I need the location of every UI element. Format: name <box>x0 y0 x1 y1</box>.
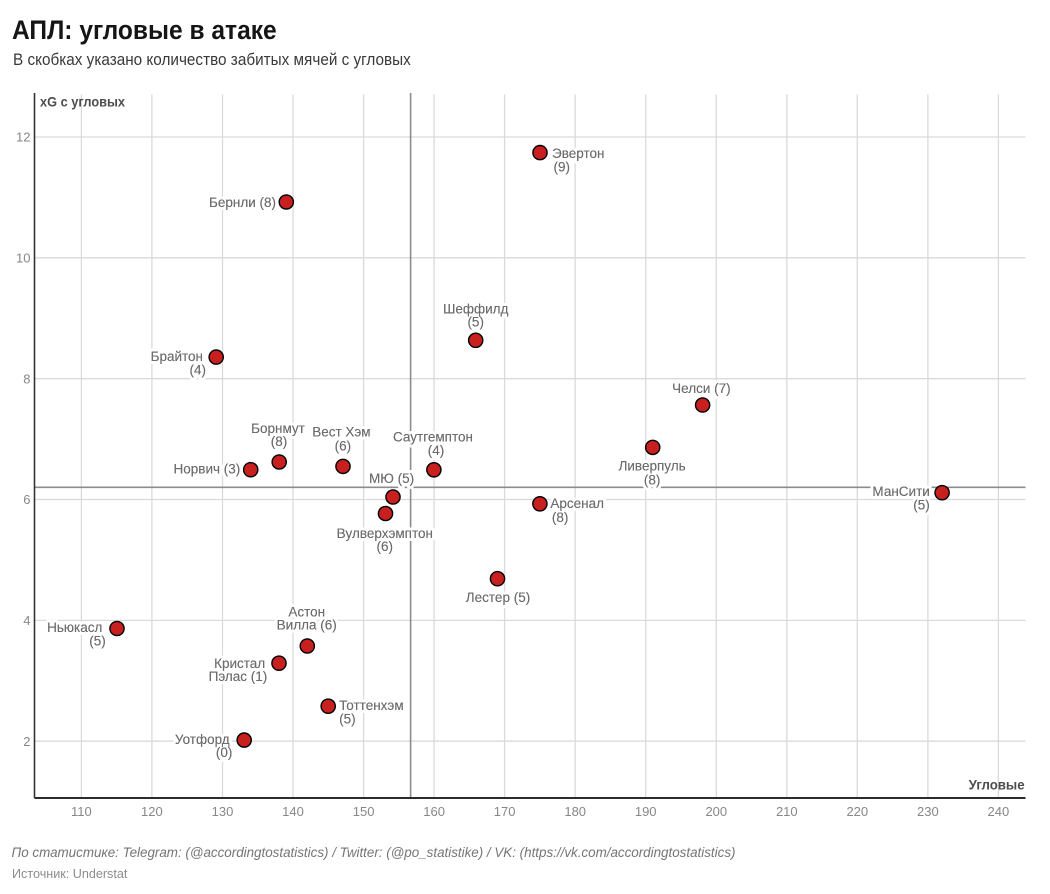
svg-text:Тоттенхэм: Тоттенхэм <box>339 698 404 713</box>
svg-text:Ньюкасл: Ньюкасл <box>47 620 102 635</box>
svg-text:180: 180 <box>564 804 586 819</box>
svg-text:Челси (7): Челси (7) <box>672 381 730 396</box>
svg-text:Брайтон: Брайтон <box>151 349 203 364</box>
svg-text:Астон: Астон <box>288 605 325 620</box>
svg-text:6: 6 <box>23 492 30 507</box>
svg-text:Лестер (5): Лестер (5) <box>466 590 530 605</box>
svg-text:(8): (8) <box>552 510 569 525</box>
svg-text:220: 220 <box>846 804 868 819</box>
svg-text:xG с угловых: xG с угловых <box>40 95 125 110</box>
svg-text:160: 160 <box>423 804 445 819</box>
svg-text:Шеффилд: Шеффилд <box>443 301 509 316</box>
svg-text:130: 130 <box>212 804 234 819</box>
svg-text:(5): (5) <box>913 498 930 513</box>
svg-text:(4): (4) <box>190 362 207 377</box>
svg-text:(4): (4) <box>190 362 207 377</box>
svg-text:(5): (5) <box>89 633 106 648</box>
svg-text:140: 140 <box>282 804 304 819</box>
svg-text:Вилла (6): Вилла (6) <box>277 618 337 633</box>
svg-text:Саутгемптон: Саутгемптон <box>393 430 473 445</box>
svg-text:120: 120 <box>141 804 163 819</box>
svg-text:(5): (5) <box>89 633 106 648</box>
svg-text:(4): (4) <box>428 443 445 458</box>
svg-text:Вест Хэм: Вест Хэм <box>312 424 370 439</box>
svg-text:Саутгемптон: Саутгемптон <box>393 430 473 445</box>
svg-text:Уотфорд: Уотфорд <box>175 732 230 747</box>
svg-text:МЮ (5): МЮ (5) <box>369 471 414 486</box>
svg-text:(8): (8) <box>644 472 661 487</box>
svg-text:Эвертон: Эвертон <box>552 146 604 161</box>
svg-text:(5): (5) <box>339 711 356 726</box>
svg-text:Бернли (8): Бернли (8) <box>209 195 276 210</box>
svg-text:Кристал: Кристал <box>214 656 265 671</box>
svg-text:200: 200 <box>705 804 727 819</box>
svg-text:Астон: Астон <box>288 605 325 620</box>
svg-text:(8): (8) <box>271 434 288 449</box>
svg-text:Борнмут: Борнмут <box>251 421 305 436</box>
svg-text:8: 8 <box>23 371 30 386</box>
svg-text:4: 4 <box>23 613 30 628</box>
svg-text:190: 190 <box>635 804 657 819</box>
svg-text:Челси (7): Челси (7) <box>672 381 730 396</box>
svg-text:(5): (5) <box>339 711 356 726</box>
svg-text:(6): (6) <box>335 438 352 453</box>
svg-text:Вест Хэм: Вест Хэм <box>312 424 370 439</box>
svg-text:(4): (4) <box>428 443 445 458</box>
svg-text:Норвич (3): Норвич (3) <box>174 462 241 477</box>
svg-text:240: 240 <box>988 804 1010 819</box>
svg-text:(0): (0) <box>216 745 233 760</box>
svg-text:(9): (9) <box>554 160 571 175</box>
svg-text:10: 10 <box>16 250 30 265</box>
svg-text:Арсенал: Арсенал <box>550 496 604 511</box>
svg-text:(8): (8) <box>552 510 569 525</box>
svg-text:(6): (6) <box>335 438 352 453</box>
svg-text:Вулверхэмптон: Вулверхэмптон <box>337 526 433 541</box>
svg-text:МЮ (5): МЮ (5) <box>369 471 414 486</box>
svg-text:110: 110 <box>71 804 92 819</box>
svg-text:150: 150 <box>353 804 375 819</box>
svg-text:Уотфорд: Уотфорд <box>175 732 230 747</box>
svg-text:(6): (6) <box>377 539 394 554</box>
svg-text:Эвертон: Эвертон <box>552 146 604 161</box>
svg-text:2: 2 <box>23 734 30 749</box>
svg-text:Угловые: Угловые <box>969 778 1025 793</box>
svg-text:(5): (5) <box>467 314 484 329</box>
svg-text:(8): (8) <box>644 472 661 487</box>
svg-text:Вулверхэмптон: Вулверхэмптон <box>337 526 433 541</box>
svg-text:Кристал: Кристал <box>214 656 265 671</box>
svg-text:Бернли (8): Бернли (8) <box>209 195 276 210</box>
svg-text:Арсенал: Арсенал <box>550 496 604 511</box>
svg-text:Лестер (5): Лестер (5) <box>466 590 530 605</box>
svg-text:Шеффилд: Шеффилд <box>443 301 509 316</box>
svg-text:(5): (5) <box>913 498 930 513</box>
svg-text:Ньюкасл: Ньюкасл <box>47 620 102 635</box>
svg-text:Брайтон: Брайтон <box>151 349 203 364</box>
svg-text:Вилла (6): Вилла (6) <box>277 618 337 633</box>
svg-text:Пэлас (1): Пэлас (1) <box>209 669 268 684</box>
svg-text:210: 210 <box>776 804 798 819</box>
svg-text:МанСити: МанСити <box>872 484 929 499</box>
svg-text:230: 230 <box>917 804 939 819</box>
svg-text:Пэлас (1): Пэлас (1) <box>209 669 268 684</box>
svg-text:(6): (6) <box>377 539 394 554</box>
svg-text:(8): (8) <box>271 434 288 449</box>
svg-text:Норвич (3): Норвич (3) <box>174 462 241 477</box>
svg-text:Ливерпуль: Ливерпуль <box>619 458 686 473</box>
svg-text:МанСити: МанСити <box>872 484 929 499</box>
svg-text:(9): (9) <box>554 160 571 175</box>
svg-text:(5): (5) <box>467 314 484 329</box>
svg-text:12: 12 <box>16 130 30 145</box>
svg-text:Ливерпуль: Ливерпуль <box>619 458 686 473</box>
svg-text:Борнмут: Борнмут <box>251 421 305 436</box>
svg-text:Тоттенхэм: Тоттенхэм <box>339 698 404 713</box>
svg-text:(0): (0) <box>216 745 233 760</box>
svg-text:170: 170 <box>494 804 516 819</box>
